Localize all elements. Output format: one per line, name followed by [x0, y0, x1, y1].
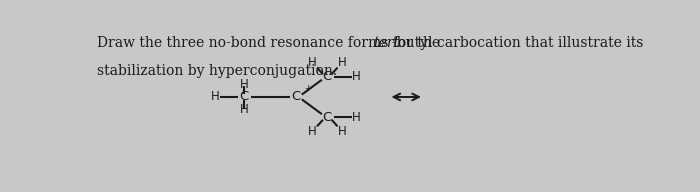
- Text: Draw the three no-bond resonance forms for the: Draw the three no-bond resonance forms f…: [97, 36, 444, 50]
- Text: tert: tert: [373, 36, 400, 50]
- Text: H: H: [337, 56, 346, 69]
- Text: H: H: [351, 70, 360, 83]
- Text: C: C: [323, 111, 332, 124]
- Text: +: +: [304, 84, 312, 93]
- Text: H: H: [351, 111, 360, 124]
- Text: H: H: [337, 125, 346, 138]
- Text: H: H: [308, 125, 317, 138]
- Text: H: H: [240, 103, 248, 116]
- Text: stabilization by hyperconjugation.: stabilization by hyperconjugation.: [97, 65, 337, 79]
- Text: C: C: [323, 70, 332, 83]
- Text: C: C: [292, 90, 301, 103]
- Text: H: H: [211, 90, 220, 103]
- Text: -butyl carbocation that illustrate its: -butyl carbocation that illustrate its: [392, 36, 643, 50]
- Text: C: C: [239, 90, 249, 103]
- Text: H: H: [240, 78, 248, 91]
- Text: H: H: [308, 56, 317, 69]
